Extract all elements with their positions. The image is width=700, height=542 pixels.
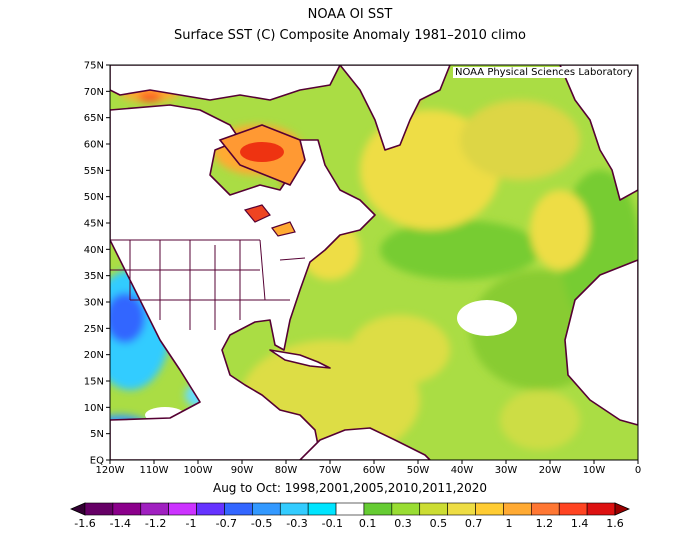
africa-land — [564, 259, 638, 426]
north-america-land — [110, 104, 376, 460]
period-label: Aug to Oct: 1998,2001,2005,2010,2011,202… — [212, 481, 488, 495]
colorbar-bin — [586, 502, 616, 516]
colorbar-bin — [335, 502, 365, 516]
colorbar-bin — [475, 502, 504, 516]
europe-land — [559, 65, 638, 201]
colorbar-label: 0.7 — [465, 517, 483, 530]
lat-tick-label: 55N — [84, 166, 104, 177]
colorbar-label: 0.3 — [394, 517, 412, 530]
lon-tick-label: 0 — [635, 465, 641, 476]
lat-tick-label: 70N — [84, 87, 104, 98]
lat-tick-label: 30N — [84, 298, 104, 309]
lon-tick-label: 40W — [451, 465, 474, 476]
colorbar-label: -0.1 — [322, 517, 343, 530]
colorbar-label: -1.4 — [110, 517, 131, 530]
lat-tick-label: EQ — [90, 456, 104, 467]
colorbar-bin — [196, 502, 225, 516]
lat-tick-label: 10N — [84, 403, 104, 414]
colorbar-label: -1.2 — [145, 517, 166, 530]
colorbar-bin — [84, 502, 114, 516]
arctic-islands-land — [110, 65, 341, 101]
colorbar-bin — [279, 502, 309, 516]
colorbar-under-triangle — [69, 502, 86, 516]
land-masses — [110, 65, 638, 460]
colorbar-bin — [447, 502, 476, 516]
lon-tick-label: 10W — [583, 465, 606, 476]
south-america-land — [299, 427, 431, 460]
colorbar-label: -1.6 — [74, 517, 95, 530]
colorbar-label: 1 — [506, 517, 513, 530]
lat-tick-label: 35N — [84, 271, 104, 282]
lon-tick-label: 100W — [184, 465, 213, 476]
colorbar-bin — [391, 502, 421, 516]
colorbar-bin — [307, 502, 337, 516]
lon-tick-label: 50W — [407, 465, 430, 476]
latitude-axis: 75N 70N 65N 60N 55N 50N 45N 40N 35N 30N 25N 20N 15N 1… — [84, 61, 110, 467]
lon-tick-label: 70W — [319, 465, 342, 476]
hudson-bay-hotspot — [240, 142, 284, 162]
colorbar-bin — [419, 502, 448, 516]
colorbar-bin — [112, 502, 142, 516]
state-borders — [110, 239, 306, 330]
colorbar-bin — [168, 502, 197, 516]
lon-tick-label: 20W — [539, 465, 562, 476]
colorbar-bin — [140, 502, 169, 516]
colorbar-labels: -1.6 -1.4 -1.2 -1 -0.7 -0.5 -0.3 -0.1 0.1 0.3 0.5 0… — [74, 517, 623, 530]
colorbar-label: 0.5 — [430, 517, 448, 530]
longitude-axis: 120W 110W 100W 90W 80W 70W 60W 50W 40W 30W 20W 10W 0 — [96, 460, 641, 476]
great-lakes-water — [243, 204, 271, 223]
colorbar-label: -0.5 — [251, 517, 272, 530]
map-subtitle: Surface SST (C) Composite Anomaly 1981–2… — [173, 28, 527, 43]
colorbar-label: 1.4 — [571, 517, 589, 530]
colorbar-label: -0.3 — [286, 517, 307, 530]
colorbar-label: -0.7 — [216, 517, 237, 530]
map-title: NOAA OI SST — [307, 7, 393, 22]
lon-tick-label: 110W — [140, 465, 169, 476]
lon-tick-label: 90W — [231, 465, 254, 476]
colorbar-label: 1.2 — [536, 517, 554, 530]
lon-tick-label: 120W — [96, 465, 125, 476]
colorbar-bin — [224, 502, 253, 516]
lat-tick-label: 50N — [84, 192, 104, 203]
colorbar-label: 1.6 — [606, 517, 624, 530]
lon-tick-label: 80W — [275, 465, 298, 476]
lat-tick-label: 75N — [84, 61, 104, 72]
colorbar-bin — [252, 502, 281, 516]
colorbar-bin — [558, 502, 588, 516]
colorbar-bin — [531, 502, 560, 516]
lat-tick-label: 60N — [84, 140, 104, 151]
lat-tick-label: 45N — [84, 219, 104, 230]
colorbar-bin — [503, 502, 532, 516]
colorbar-bin — [363, 502, 393, 516]
sst-field — [110, 65, 638, 460]
colorbar-label: 0.1 — [359, 517, 377, 530]
lat-tick-label: 40N — [84, 245, 104, 256]
lon-tick-label: 60W — [363, 465, 386, 476]
colorbar-over-triangle — [614, 502, 631, 516]
caribbean-islands-land — [269, 349, 331, 369]
lat-tick-label: 5N — [90, 429, 104, 440]
lon-tick-label: 30W — [495, 465, 518, 476]
colorbar-label: -1 — [186, 517, 197, 530]
greenland-land — [339, 65, 451, 151]
neutral-anomaly-patch — [457, 300, 517, 336]
credit-label: NOAA Physical Sciences Laboratory — [453, 67, 635, 78]
lat-tick-label: 20N — [84, 350, 104, 361]
colorbar — [69, 502, 631, 516]
lat-tick-label: 65N — [84, 113, 104, 124]
lat-tick-label: 15N — [84, 377, 104, 388]
lat-tick-label: 25N — [84, 324, 104, 335]
